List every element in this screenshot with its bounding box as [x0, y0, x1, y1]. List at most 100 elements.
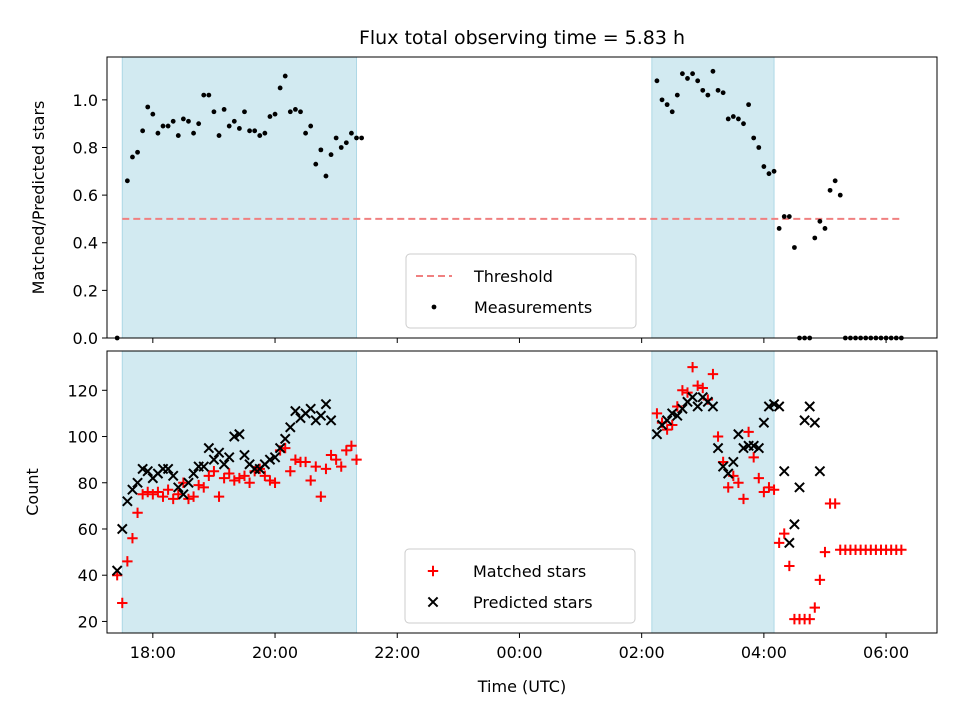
data-point	[659, 97, 665, 103]
data-point-stroke	[738, 493, 749, 505]
data-point	[896, 544, 907, 555]
data-point	[746, 102, 751, 108]
data-point	[776, 226, 782, 231]
data-point	[761, 164, 767, 169]
data-point-stroke	[794, 482, 805, 493]
data-point-stroke	[137, 489, 148, 500]
shaded-window-2	[651, 56, 775, 339]
data-point	[758, 486, 770, 498]
data-point	[150, 111, 156, 117]
data-point	[799, 415, 810, 426]
data-point	[234, 428, 245, 440]
data-point	[198, 461, 210, 472]
data-point	[692, 401, 703, 412]
data-point	[167, 470, 179, 482]
data-point	[186, 118, 191, 124]
data-point	[282, 73, 288, 79]
data-point	[705, 92, 711, 98]
data-point	[155, 130, 161, 136]
data-point	[142, 486, 153, 498]
data-point-stroke	[198, 482, 209, 493]
chart-title: Flux total observing time = 5.83 h	[359, 27, 685, 49]
data-point	[346, 440, 357, 451]
data-point-stroke	[259, 470, 271, 482]
data-point-stroke	[814, 574, 826, 586]
data-point	[226, 123, 232, 129]
data-point	[781, 214, 787, 219]
data-point	[318, 147, 324, 153]
data-point	[308, 123, 314, 129]
data-point	[804, 401, 816, 412]
y-tick-label: 60	[78, 520, 98, 539]
data-point-stroke	[244, 477, 255, 488]
data-point-stroke	[203, 442, 215, 454]
data-point	[773, 401, 785, 412]
data-point	[722, 468, 734, 479]
data-point-stroke	[712, 442, 724, 454]
data-point	[203, 442, 215, 454]
data-point	[122, 556, 133, 567]
data-point	[208, 465, 220, 477]
data-point	[137, 489, 148, 500]
data-point-stroke	[819, 546, 831, 558]
data-point-stroke	[789, 519, 800, 530]
y-tick-label: 0.8	[73, 138, 98, 157]
data-point	[132, 477, 143, 489]
data-point-stroke	[183, 493, 194, 505]
data-point	[330, 454, 342, 465]
data-point-stroke	[132, 507, 143, 519]
data-point-stroke	[305, 475, 316, 486]
data-point	[145, 104, 151, 110]
data-point	[290, 405, 301, 417]
data-point-stroke	[188, 468, 199, 479]
data-point	[122, 495, 133, 507]
x-tick-label: 02:00	[619, 643, 665, 662]
top-panel: 0.0 0.2 0.4 0.6 0.8 1.0 Matched/Predicted star…	[29, 56, 938, 348]
data-point-stroke	[682, 387, 693, 398]
data-point	[162, 463, 174, 475]
data-point	[320, 463, 332, 475]
data-point	[218, 458, 230, 470]
data-point-stroke	[290, 405, 301, 417]
legend-swatch	[431, 304, 437, 310]
data-point	[667, 419, 678, 431]
data-point	[736, 116, 741, 122]
data-point	[111, 565, 123, 576]
data-point	[213, 491, 225, 502]
data-point	[298, 109, 303, 115]
data-point	[753, 442, 765, 454]
data-point	[279, 433, 291, 445]
data-point	[343, 140, 349, 146]
data-point-stroke	[809, 602, 820, 613]
legend: Threshold Measurements	[405, 253, 637, 329]
y-axis-label: Count	[23, 468, 42, 516]
y-tick-label: 0.0	[73, 329, 98, 348]
data-point	[135, 149, 140, 155]
data-point	[231, 118, 237, 124]
data-point	[723, 482, 734, 493]
data-point-stroke	[223, 452, 235, 463]
data-point	[196, 121, 202, 127]
data-point-stroke	[218, 472, 230, 484]
data-point	[753, 472, 764, 484]
data-point-stroke	[117, 597, 128, 609]
data-point	[293, 106, 298, 112]
data-point-stroke	[712, 431, 724, 442]
data-point-stroke	[162, 463, 174, 475]
data-point	[341, 445, 352, 456]
data-point	[234, 472, 245, 484]
data-point	[236, 126, 242, 131]
data-point-stroke	[234, 472, 245, 484]
data-point-stroke	[667, 419, 678, 431]
data-point	[829, 498, 841, 509]
data-point-stroke	[208, 454, 220, 465]
data-point	[819, 546, 831, 558]
y-tick-label: 1.0	[73, 91, 98, 110]
data-point	[178, 477, 189, 488]
data-point-stroke	[274, 442, 286, 454]
series-measurements	[114, 68, 904, 341]
data-point	[264, 475, 276, 486]
data-point	[203, 470, 215, 482]
data-point-stroke	[167, 470, 179, 482]
data-point	[218, 472, 230, 484]
